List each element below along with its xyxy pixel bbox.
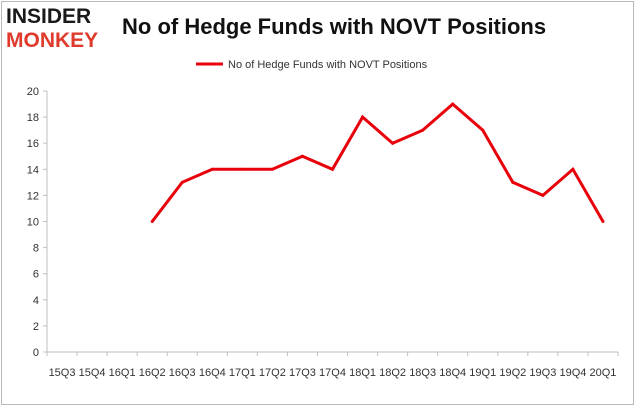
data-point bbox=[240, 167, 244, 171]
y-tick-label: 6 bbox=[33, 269, 39, 281]
y-tick-label: 8 bbox=[33, 243, 39, 255]
data-point bbox=[270, 167, 274, 171]
data-point bbox=[331, 167, 334, 171]
data-point bbox=[300, 154, 304, 158]
x-tick-label: 16Q3 bbox=[169, 367, 196, 379]
x-tick-label: 19Q1 bbox=[469, 367, 496, 379]
data-point bbox=[571, 167, 575, 171]
legend: No of Hedge Funds with NOVT Positions bbox=[196, 59, 428, 71]
y-tick-label: 0 bbox=[33, 347, 39, 359]
x-tick-label: 15Q4 bbox=[79, 367, 106, 379]
x-tick-label: 19Q4 bbox=[559, 367, 586, 379]
y-tick-label: 14 bbox=[27, 164, 39, 176]
y-tick-label: 4 bbox=[33, 295, 39, 307]
x-tick-label: 17Q3 bbox=[289, 367, 316, 379]
y-tick-label: 2 bbox=[33, 321, 39, 333]
insider-monkey-logo: INSIDER MONKEY bbox=[6, 4, 116, 54]
axes bbox=[46, 91, 618, 353]
data-point bbox=[391, 141, 395, 145]
x-tick-label: 18Q1 bbox=[349, 367, 376, 379]
data-point bbox=[421, 128, 425, 132]
y-tick-label: 18 bbox=[27, 112, 39, 124]
x-tick-label: 17Q1 bbox=[229, 367, 256, 379]
data-point bbox=[541, 193, 545, 197]
legend-label: No of Hedge Funds with NOVT Positions bbox=[228, 59, 428, 71]
data-point bbox=[150, 220, 154, 223]
x-axis-ticks: 15Q3 15Q4 16Q1 16Q2 16Q3 16Q4 17Q1 17Q2 17Q3 17Q4… bbox=[46, 352, 619, 379]
y-tick-label: 20 bbox=[27, 86, 39, 98]
x-tick-label: 20Q1 bbox=[590, 367, 617, 379]
y-axis-ticks: 0 2 4 6 8 10 12 14 16 18 20 bbox=[27, 86, 47, 359]
y-tick-label: 12 bbox=[27, 190, 39, 202]
data-point bbox=[601, 220, 605, 223]
x-tick-label: 16Q1 bbox=[109, 367, 136, 379]
y-tick-label: 16 bbox=[27, 138, 39, 150]
logo-line-2: MONKEY bbox=[6, 29, 99, 52]
data-point bbox=[210, 167, 214, 171]
data-point bbox=[511, 180, 515, 184]
y-tick-label: 10 bbox=[27, 217, 39, 229]
series-line bbox=[151, 102, 605, 223]
x-tick-label: 17Q4 bbox=[319, 367, 346, 379]
x-tick-label: 18Q2 bbox=[379, 367, 406, 379]
data-point bbox=[481, 128, 485, 132]
chart-title: No of Hedge Funds with NOVT Positions bbox=[122, 14, 547, 39]
x-tick-label: 16Q4 bbox=[199, 367, 226, 379]
x-tick-label: 18Q3 bbox=[409, 367, 436, 379]
x-tick-label: 18Q4 bbox=[439, 367, 466, 379]
data-point bbox=[361, 115, 365, 119]
x-tick-label: 19Q2 bbox=[499, 367, 526, 379]
logo-line-1: INSIDER bbox=[6, 5, 92, 28]
data-point bbox=[451, 102, 455, 106]
x-tick-label: 15Q3 bbox=[49, 367, 76, 379]
x-tick-label: 17Q2 bbox=[259, 367, 286, 379]
data-point bbox=[180, 180, 184, 184]
x-tick-label: 19Q3 bbox=[529, 367, 556, 379]
x-tick-label: 16Q2 bbox=[139, 367, 166, 379]
series-layer bbox=[150, 102, 605, 223]
